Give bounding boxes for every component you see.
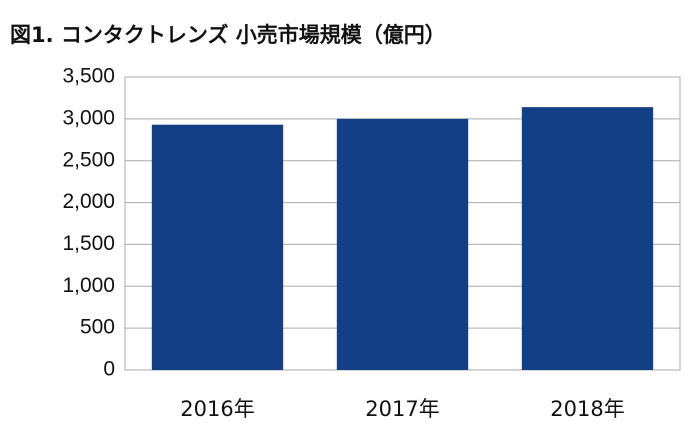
y-tick-label: 500 xyxy=(80,316,115,339)
y-tick-label: 2,500 xyxy=(62,148,115,171)
x-tick-label: 2017年 xyxy=(365,397,439,421)
y-tick-label: 3,000 xyxy=(62,106,115,129)
y-tick-label: 1,500 xyxy=(62,232,115,255)
y-tick-label: 2,000 xyxy=(62,190,115,213)
y-tick-label: 3,500 xyxy=(62,65,115,88)
bar xyxy=(521,107,654,370)
y-tick-label: 0 xyxy=(103,358,115,381)
x-tick-label: 2016年 xyxy=(180,397,254,421)
bar xyxy=(336,118,469,370)
x-tick-label: 2018年 xyxy=(550,397,624,421)
bar xyxy=(151,124,284,371)
y-tick-label: 1,000 xyxy=(62,274,115,297)
chart-title: 図1. コンタクトレンズ 小売市場規模（億円） xyxy=(10,23,446,47)
